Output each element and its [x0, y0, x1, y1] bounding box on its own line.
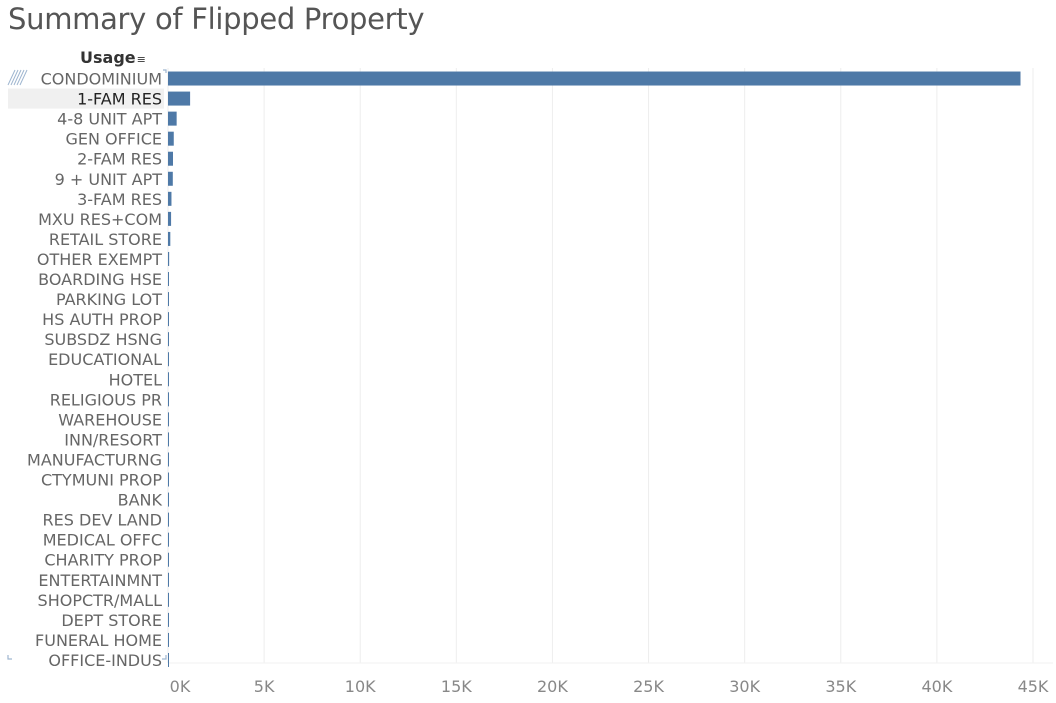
bar[interactable] — [168, 111, 177, 126]
x-axis-ticks: 0K 5K 10K 15K 20K 25K 30K 35K 40K 45K — [170, 677, 1049, 696]
sort-descending-icon[interactable]: ≡ — [136, 53, 146, 66]
category-label[interactable]: RETAIL STORE — [49, 230, 162, 249]
category-label[interactable]: 1-FAM RES — [77, 90, 162, 109]
category-label[interactable]: EDUCATIONAL — [48, 350, 162, 369]
x-tick-label: 35K — [825, 677, 856, 696]
category-label[interactable]: CHARITY PROP — [44, 551, 162, 570]
category-label[interactable]: SHOPCTR/MALL — [38, 591, 163, 610]
category-label[interactable]: 4-8 UNIT APT — [57, 110, 162, 129]
category-label[interactable]: CONDOMINIUM — [41, 70, 162, 89]
bar[interactable] — [168, 592, 169, 607]
corner-marker — [7, 655, 12, 660]
x-tick-label: 5K — [254, 677, 275, 696]
bar[interactable] — [168, 131, 174, 146]
category-label[interactable]: ENTERTAINMNT — [38, 571, 162, 590]
bar[interactable] — [168, 231, 171, 246]
bar[interactable] — [168, 652, 169, 667]
x-tick-label: 15K — [441, 677, 472, 696]
category-label[interactable]: BOARDING HSE — [38, 270, 162, 289]
bar[interactable] — [168, 352, 169, 367]
category-label[interactable]: WAREHOUSE — [58, 410, 162, 429]
bar[interactable] — [168, 171, 173, 186]
bar[interactable] — [168, 191, 172, 206]
bar[interactable] — [168, 392, 169, 407]
category-label[interactable]: PARKING LOT — [56, 290, 162, 309]
bar[interactable] — [168, 412, 169, 427]
bar[interactable] — [168, 492, 169, 507]
bar[interactable] — [168, 572, 169, 587]
category-label[interactable]: INN/RESORT — [64, 430, 162, 449]
category-label[interactable]: 2-FAM RES — [77, 150, 162, 169]
category-label[interactable]: BANK — [118, 491, 163, 510]
category-label[interactable]: RES DEV LAND — [43, 511, 162, 530]
selection-markers — [7, 69, 167, 660]
bar[interactable] — [168, 452, 169, 467]
category-label[interactable]: FUNERAL HOME — [35, 631, 162, 650]
x-tick-label: 40K — [921, 677, 952, 696]
category-label[interactable]: MEDICAL OFFC — [43, 531, 162, 550]
category-label[interactable]: HOTEL — [109, 370, 163, 389]
bar[interactable] — [168, 151, 173, 166]
category-label[interactable]: DEPT STORE — [61, 611, 162, 630]
category-label[interactable]: GEN OFFICE — [65, 130, 162, 149]
usage-column-header[interactable]: Usage≡ — [80, 48, 146, 67]
bar[interactable] — [168, 472, 169, 487]
drag-handle-stripe — [7, 69, 16, 86]
category-label[interactable]: OTHER EXEMPT — [37, 250, 162, 269]
bar[interactable] — [168, 532, 169, 547]
bar[interactable] — [168, 71, 1021, 86]
category-label[interactable]: CTYMUNI PROP — [41, 471, 162, 490]
bar[interactable] — [168, 292, 169, 307]
drag-handle-stripe — [13, 69, 22, 86]
grid-lines — [167, 68, 1053, 664]
x-tick-label: 45K — [1018, 677, 1049, 696]
bar[interactable] — [168, 91, 191, 106]
category-label[interactable]: 9 + UNIT APT — [55, 170, 163, 189]
selection-highlight — [8, 88, 164, 109]
x-tick-label: 10K — [345, 677, 376, 696]
bar[interactable] — [168, 251, 170, 266]
corner-marker — [163, 69, 167, 73]
bar[interactable] — [168, 512, 169, 527]
x-tick-label: 30K — [729, 677, 760, 696]
bar[interactable] — [168, 372, 169, 387]
x-tick-label: 25K — [633, 677, 664, 696]
bar[interactable] — [168, 211, 172, 226]
drag-handle-stripe — [19, 69, 28, 86]
category-label[interactable]: MXU RES+COM — [38, 210, 162, 229]
drag-handle-stripe — [16, 69, 25, 86]
bar[interactable] — [168, 632, 169, 647]
chart-title: Summary of Flipped Property — [8, 2, 425, 36]
category-label[interactable]: MANUFACTURNG — [27, 450, 162, 469]
category-label[interactable]: HS AUTH PROP — [42, 310, 162, 329]
bar[interactable] — [168, 432, 169, 447]
bar[interactable] — [168, 332, 169, 347]
bar[interactable] — [168, 312, 169, 327]
bar[interactable] — [168, 612, 169, 627]
drag-handle-stripe — [10, 69, 19, 86]
category-label[interactable]: SUBSDZ HSNG — [44, 330, 162, 349]
category-label[interactable]: RELIGIOUS PR — [50, 390, 162, 409]
bar[interactable] — [168, 552, 169, 567]
category-label[interactable]: OFFICE-INDUS — [48, 651, 162, 670]
x-tick-label: 0K — [170, 677, 191, 696]
bar[interactable] — [168, 272, 169, 287]
x-tick-label: 20K — [537, 677, 568, 696]
category-label[interactable]: 3-FAM RES — [77, 190, 162, 209]
bars — [168, 71, 1021, 667]
corner-marker — [162, 655, 167, 660]
selected-row-highlight — [8, 88, 164, 109]
usage-header-label: Usage — [80, 48, 136, 67]
